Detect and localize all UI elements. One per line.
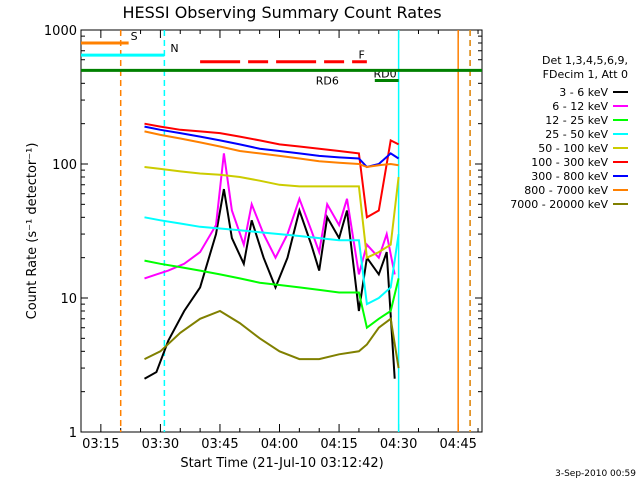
- legend-header: Det 1,3,4,5,6,9,: [542, 54, 628, 67]
- legend-entry-label: 50 - 100 keV: [538, 142, 608, 155]
- series-line: [144, 259, 400, 330]
- legend-entry-label: 100 - 300 keV: [531, 156, 608, 169]
- series-line: [144, 153, 396, 280]
- y-tick-label: 10: [60, 292, 77, 307]
- x-tick-label: 03:15: [82, 437, 119, 452]
- legend-entry-label: 6 - 12 keV: [552, 100, 608, 113]
- series-line: [144, 130, 399, 169]
- legend-entry-label: 12 - 25 keV: [545, 114, 608, 127]
- series-line: [144, 122, 400, 219]
- series-line: [144, 216, 400, 306]
- annotation-label: S: [131, 30, 138, 43]
- footer-date: 3-Sep-2010 00:59: [555, 469, 636, 479]
- x-tick-label: 03:45: [201, 437, 238, 452]
- x-tick-label: 04:00: [261, 437, 298, 452]
- legend-entry-label: 3 - 6 keV: [559, 86, 608, 99]
- x-tick-label: 04:15: [320, 437, 357, 452]
- plot-frame: [80, 29, 483, 433]
- legend-entry-label: 800 - 7000 keV: [524, 184, 608, 197]
- chart-title: HESSI Observing Summary Count Rates: [122, 3, 441, 22]
- x-tick-label: 04:30: [380, 437, 417, 452]
- x-tick-label: 03:30: [142, 437, 179, 452]
- y-tick-label: 1: [69, 426, 77, 441]
- annotation-label: N: [170, 42, 178, 55]
- series-line: [144, 309, 400, 369]
- series-line: [144, 125, 400, 169]
- x-tick-label: 04:45: [439, 437, 476, 452]
- annotation-label: F: [359, 49, 365, 62]
- y-axis-label: Count Rate (s⁻¹ detector⁻¹): [25, 143, 40, 320]
- legend: Det 1,3,4,5,6,9,FDecim 1, Att 0 3 - 6 keV…: [510, 54, 628, 211]
- series-line: [144, 166, 400, 260]
- legend-entry-label: 7000 - 20000 keV: [510, 198, 608, 211]
- y-tick-label: 1000: [44, 24, 77, 39]
- y-tick-label: 100: [52, 158, 77, 173]
- annotation-label: RD6: [316, 74, 339, 87]
- legend-entry-label: 25 - 50 keV: [545, 128, 608, 141]
- x-axis-label: Start Time (21-Jul-10 03:12:42): [180, 456, 383, 471]
- legend-header: FDecim 1, Att 0: [543, 68, 628, 81]
- legend-entry-label: 300 - 800 keV: [531, 170, 608, 183]
